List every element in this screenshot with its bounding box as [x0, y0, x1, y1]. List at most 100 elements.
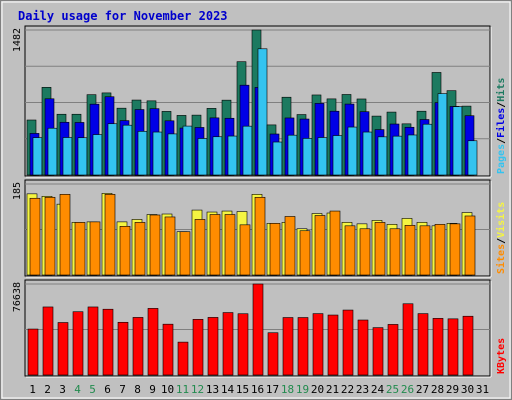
- bar-pages-day-17: [272, 141, 283, 176]
- bar-kbytes-day-28: [432, 318, 444, 376]
- kbytes-legend: KBytes: [496, 338, 507, 374]
- bar-sites-day-1: [29, 197, 41, 276]
- bar-pages-day-19: [302, 138, 313, 176]
- bar-sites-day-17: [269, 223, 281, 276]
- bar-kbytes-day-7: [117, 321, 129, 376]
- bar-pages-day-11: [182, 125, 193, 176]
- bar-kbytes-day-10: [162, 323, 174, 376]
- day-label-28: 28: [431, 383, 444, 396]
- bar-pages-day-22: [347, 126, 358, 176]
- day-label-9: 9: [149, 383, 156, 396]
- bar-sites-day-30: [464, 215, 476, 276]
- day-label-24: 24: [371, 383, 385, 396]
- legend-entry-slash: /: [496, 138, 507, 144]
- visits-sites-ymax-label: 185: [12, 182, 23, 200]
- bar-kbytes-day-4: [72, 311, 84, 376]
- bar-sites-day-20: [314, 215, 326, 276]
- bar-kbytes-day-27: [417, 313, 429, 376]
- bar-pages-day-28: [437, 93, 448, 176]
- bar-pages-day-14: [227, 135, 238, 176]
- bar-pages-day-15: [242, 125, 253, 176]
- bar-kbytes-day-9: [147, 308, 159, 376]
- bar-kbytes-day-6: [102, 308, 114, 376]
- kbytes-panel: 76638 KBytes: [12, 279, 507, 378]
- bar-kbytes-day-3: [57, 322, 69, 376]
- day-label-23: 23: [356, 383, 369, 396]
- day-label-30: 30: [461, 383, 474, 396]
- bar-kbytes-day-19: [297, 317, 309, 376]
- bar-pages-day-7: [122, 124, 133, 176]
- bar-pages-day-5: [92, 134, 103, 176]
- bar-sites-day-5: [89, 221, 101, 276]
- bar-kbytes-day-8: [132, 317, 144, 376]
- bar-sites-day-4: [74, 222, 86, 276]
- bar-pages-day-21: [332, 135, 343, 176]
- bar-pages-day-1: [32, 137, 43, 176]
- day-label-21: 21: [326, 383, 339, 396]
- bar-sites-day-16: [254, 196, 266, 276]
- day-label-4: 4: [74, 383, 81, 396]
- kbytes-bars: [27, 283, 474, 376]
- day-label-26: 26: [401, 383, 414, 396]
- bar-pages-day-25: [392, 135, 403, 176]
- day-label-2: 2: [44, 383, 51, 396]
- bar-kbytes-day-30: [462, 315, 474, 376]
- bar-pages-day-2: [47, 127, 58, 176]
- day-label-18: 18: [281, 383, 294, 396]
- bar-kbytes-day-20: [312, 313, 324, 376]
- bar-sites-day-8: [134, 222, 146, 276]
- bar-pages-day-23: [362, 131, 373, 176]
- bar-pages-day-6: [107, 123, 118, 176]
- bar-pages-day-16: [257, 48, 268, 176]
- bar-sites-day-24: [374, 222, 386, 276]
- kbytes-ymax-label: 76638: [12, 282, 23, 312]
- day-label-22: 22: [341, 383, 354, 396]
- day-label-3: 3: [59, 383, 66, 396]
- legend-entry-files: Files: [495, 108, 507, 138]
- bar-pages-day-9: [152, 131, 163, 176]
- bar-kbytes-day-29: [447, 318, 459, 376]
- day-label-13: 13: [206, 383, 219, 396]
- bar-pages-day-27: [422, 123, 433, 176]
- bar-sites-day-27: [419, 225, 431, 276]
- bar-sites-day-3: [59, 194, 71, 276]
- bar-kbytes-day-12: [192, 319, 204, 376]
- day-label-17: 17: [266, 383, 279, 396]
- bar-kbytes-day-1: [27, 328, 39, 376]
- bar-kbytes-day-22: [342, 309, 354, 376]
- visits-sites-panel: 185 Sites/Visits: [12, 179, 507, 278]
- bar-sites-day-18: [284, 216, 296, 276]
- day-label-1: 1: [29, 383, 36, 396]
- x-axis-day-labels: 1 2 3 4 5 6 7 8 9 10 11 12 13 14 15 16 17 18 19 20 21 22 23 24 2…: [29, 383, 489, 396]
- visits-sites-legend: Sites/Visits: [495, 202, 507, 274]
- bar-pages-day-20: [317, 137, 328, 176]
- bar-kbytes-day-16: [252, 283, 264, 376]
- day-label-29: 29: [446, 383, 459, 396]
- bar-sites-day-19: [299, 230, 311, 276]
- bar-sites-day-7: [119, 226, 131, 276]
- bar-pages-day-12: [197, 138, 208, 176]
- bar-sites-day-21: [329, 210, 341, 276]
- day-label-12: 12: [191, 383, 204, 396]
- visits-sites-bars: [26, 193, 476, 276]
- day-label-16: 16: [251, 383, 264, 396]
- day-label-20: 20: [311, 383, 324, 396]
- bar-sites-day-15: [239, 224, 251, 276]
- bar-sites-day-9: [149, 214, 161, 276]
- bar-pages-day-4: [77, 137, 88, 176]
- bar-pages-day-18: [287, 134, 298, 176]
- bar-kbytes-day-17: [267, 332, 279, 376]
- bar-sites-day-26: [404, 225, 416, 276]
- bar-pages-day-13: [212, 136, 223, 176]
- day-label-7: 7: [119, 383, 126, 396]
- bar-kbytes-day-15: [237, 313, 249, 376]
- legend-entry-sites: Sites: [495, 244, 507, 274]
- bar-pages-day-10: [167, 133, 178, 176]
- bar-kbytes-day-18: [282, 317, 294, 376]
- day-label-27: 27: [416, 383, 429, 396]
- bar-pages-day-3: [62, 137, 73, 176]
